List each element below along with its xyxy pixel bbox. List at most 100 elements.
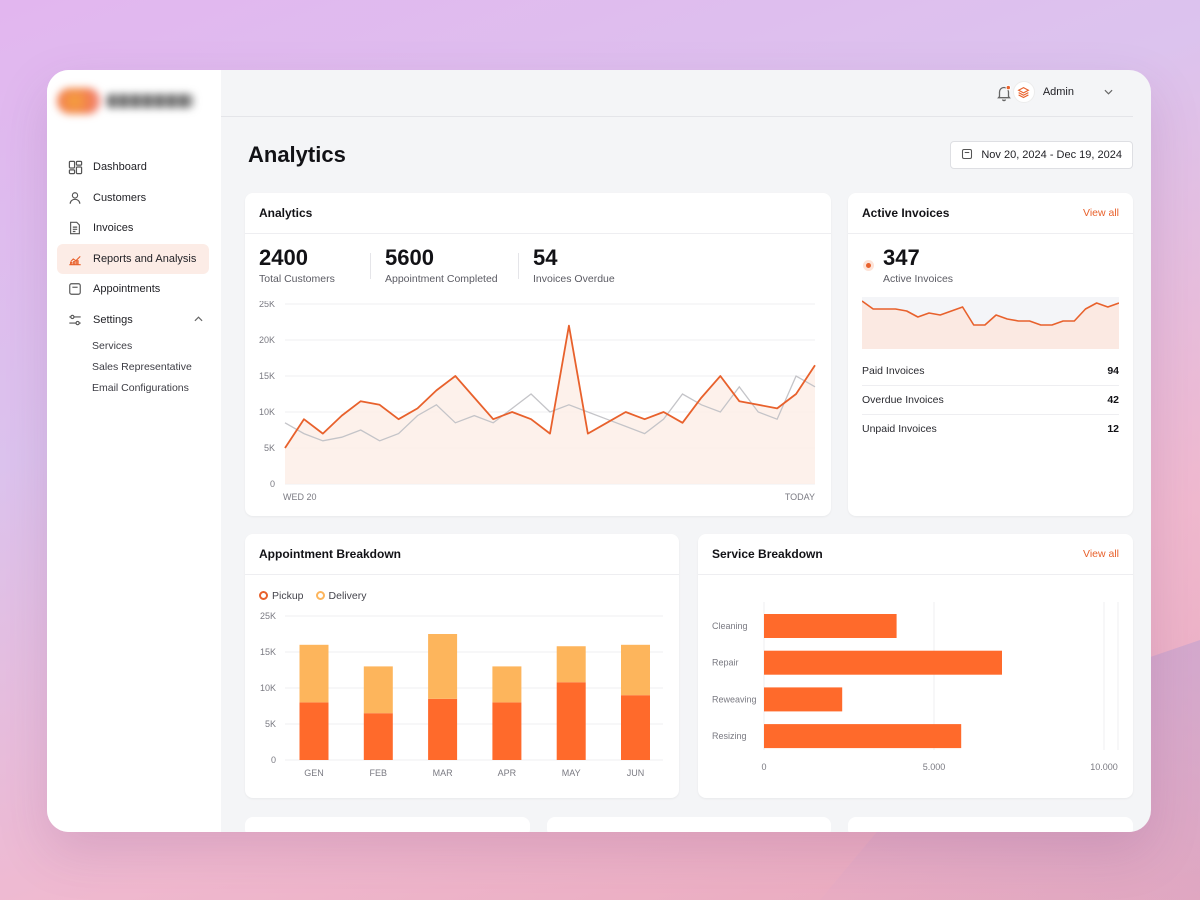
stat-invoices-overdue: 54 Invoices Overdue: [533, 245, 615, 285]
service-bar-chart: 0 5.000 10.000 Cleaning Repair Reweaving Resiz…: [712, 602, 1119, 772]
y-tick-label: 25K: [259, 301, 275, 309]
y-tick-label: 25K: [260, 611, 276, 621]
avatar: [1012, 81, 1035, 103]
sidebar-item-dashboard[interactable]: Dashboard: [57, 152, 209, 182]
bar-delivery: [428, 634, 458, 699]
legend-label: Delivery: [328, 590, 367, 602]
legend-item-delivery[interactable]: Delivery: [315, 590, 367, 602]
sidebar-subitem-email-configurations[interactable]: Email Configurations: [92, 381, 189, 394]
x-tick-label: FEB: [370, 768, 388, 778]
bar-service: [764, 650, 1002, 675]
y-tick-label: 10K: [259, 407, 275, 417]
chevron-down-icon[interactable]: [1104, 87, 1113, 98]
sidebar-item-appointments[interactable]: Appointments: [57, 274, 209, 304]
card-title: Active Invoices: [862, 206, 950, 220]
sidebar-subitem-sales-representative[interactable]: Sales Representative: [92, 360, 192, 373]
invoice-row-unpaid: Unpaid Invoices 12: [862, 414, 1119, 443]
page-title: Analytics: [248, 142, 346, 167]
logo-wordmark: [107, 94, 193, 108]
card-placeholder: [245, 817, 530, 832]
y-tick-label: 15K: [259, 371, 275, 381]
bar-pickup: [621, 695, 650, 760]
stat-label: Invoices Overdue: [533, 273, 615, 285]
row-value: 12: [1107, 422, 1119, 435]
bar-delivery: [363, 666, 393, 714]
x-tick-label: 10.000: [1090, 762, 1118, 772]
view-all-link[interactable]: View all: [1083, 207, 1119, 219]
y-tick-label: 5K: [265, 719, 276, 729]
y-tick-label: Cleaning: [712, 621, 748, 631]
stat-divider: [370, 253, 371, 279]
stat-appointments-completed: 5600 Appointment Completed: [385, 245, 498, 285]
view-all-link[interactable]: View all: [1083, 548, 1119, 560]
sidebar-item-label: Appointments: [93, 283, 161, 295]
stat-total-customers: 2400 Total Customers: [259, 245, 335, 285]
stat-label: Appointment Completed: [385, 273, 498, 285]
stat-label: Active Invoices: [883, 273, 954, 285]
card-placeholder: [848, 817, 1133, 832]
x-tick-label: WED 20: [283, 492, 317, 502]
y-tick-label: 0: [270, 479, 275, 489]
main-content: Admin Analytics Nov 20, 2024 - Dec 19, 2…: [221, 70, 1151, 832]
stat-value: 5600: [385, 245, 434, 270]
card-title: Service Breakdown: [712, 547, 823, 561]
series-area: [285, 325, 815, 484]
date-range-picker[interactable]: Nov 20, 2024 - Dec 19, 2024: [950, 141, 1133, 169]
active-invoices-stat: 347 Active Invoices: [883, 245, 953, 285]
date-range-text: Nov 20, 2024 - Dec 19, 2024: [981, 149, 1122, 161]
legend-label: Pickup: [272, 590, 304, 602]
sidebar-item-reports[interactable]: Reports and Analysis: [57, 243, 209, 274]
bar-service: [764, 687, 843, 712]
series-line-primary: [284, 324, 816, 449]
bar-pickup: [428, 698, 458, 760]
sparkline-line: [862, 300, 1119, 326]
invoice-icon: [67, 220, 83, 236]
bar-delivery: [299, 644, 329, 703]
row-label: Overdue Invoices: [862, 394, 944, 406]
card-title: Analytics: [259, 206, 313, 220]
card-title: Appointment Breakdown: [259, 547, 402, 561]
bar-delivery: [621, 644, 650, 696]
stat-label: Total Customers: [259, 273, 335, 285]
logo-mark: [57, 88, 101, 114]
row-label: Unpaid Invoices: [862, 422, 937, 435]
sidebar-item-settings[interactable]: Settings: [57, 305, 209, 335]
bar-pickup: [556, 682, 586, 760]
active-invoices-card: Active Invoices View all 347 Active Invo…: [848, 193, 1133, 516]
stat-value: 54: [533, 245, 558, 270]
x-tick-label: 0: [761, 762, 766, 772]
analytics-line-chart: 25K 20K 15K 10K 5K 0 WED 20 TODAY: [259, 301, 816, 502]
bar-pickup: [363, 713, 393, 760]
series-line-secondary: [284, 375, 816, 442]
appointment-bar-chart: 25K 15K 10K 5K 0 GEN FEB MAR APR MAY JUN: [260, 611, 663, 778]
stat-value: 347: [883, 245, 920, 270]
sidebar-item-invoices[interactable]: Invoices: [57, 213, 209, 243]
legend-item-pickup[interactable]: Pickup: [259, 590, 304, 602]
sidebar-item-label: Reports and Analysis: [93, 252, 197, 265]
app-window: Dashboard Customers Invoices Reports and…: [47, 70, 1151, 832]
sidebar-subitem-services[interactable]: Services: [92, 339, 133, 352]
y-tick-label: Repair: [712, 658, 739, 668]
top-bar: Admin: [221, 70, 1133, 117]
analytics-card: Analytics 2400 Total Customers 5600 Appo…: [245, 193, 831, 516]
x-tick-label: GEN: [304, 768, 324, 778]
card-header: Analytics: [245, 193, 831, 234]
stat-divider: [518, 253, 519, 279]
sidebar-item-label: Customers: [93, 191, 147, 204]
stat-value: 2400: [259, 245, 308, 270]
brand-logo: [57, 86, 197, 116]
chevron-up-icon[interactable]: [194, 314, 203, 325]
calendar-icon: [961, 148, 973, 163]
row-value: 94: [1107, 365, 1119, 377]
y-tick-label: 15K: [260, 647, 276, 657]
x-tick-label: MAY: [562, 768, 581, 778]
y-tick-label: 10K: [260, 683, 276, 693]
card-header: Appointment Breakdown: [245, 534, 679, 575]
sidebar-item-customers[interactable]: Customers: [57, 183, 209, 213]
invoice-row-paid: Paid Invoices 94: [862, 357, 1119, 386]
chart-icon: [67, 251, 83, 267]
user-menu[interactable]: Admin: [1012, 81, 1113, 103]
bell-icon[interactable]: [995, 84, 1013, 102]
y-tick-label: Resizing: [712, 731, 747, 741]
appointment-breakdown-card: Appointment Breakdown Pickup Delivery 25…: [245, 534, 679, 798]
